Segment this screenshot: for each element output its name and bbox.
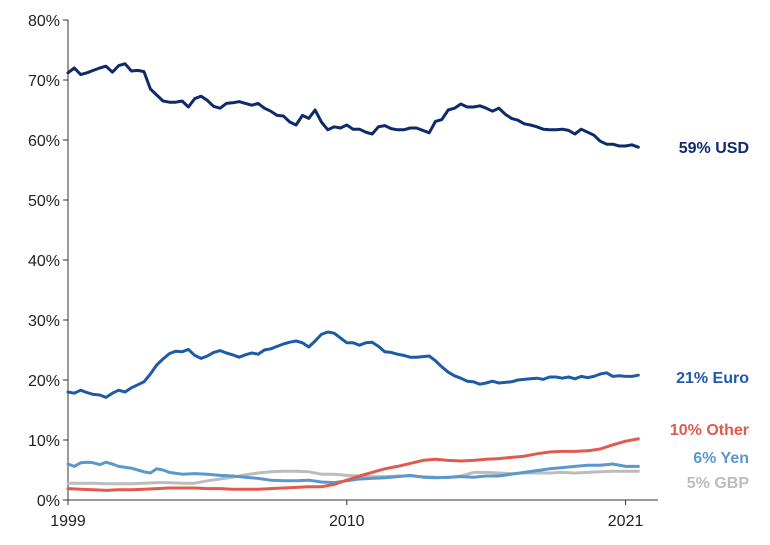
series-label-usd: 59% USD <box>679 140 749 157</box>
x-tick-label: 2021 <box>608 513 644 530</box>
y-tick-label: 10% <box>28 433 60 450</box>
axes <box>63 19 658 505</box>
x-tick-label: 1999 <box>50 513 86 530</box>
x-tick-labels: 1999 2010 2021 <box>50 513 643 530</box>
y-tick-label: 50% <box>28 193 60 210</box>
series-line-other <box>66 437 640 492</box>
x-tick-label: 2010 <box>329 513 365 530</box>
series-line-yen <box>66 460 640 485</box>
y-tick-label: 60% <box>28 133 60 150</box>
y-tick-label: 0% <box>37 493 60 510</box>
y-tick-label: 40% <box>28 253 60 270</box>
y-tick-label: 20% <box>28 373 60 390</box>
series-label-gbp: 5% GBP <box>687 475 750 492</box>
series-label-euro: 21% Euro <box>676 370 749 387</box>
series-label-yen: 6% Yen <box>693 450 749 467</box>
y-tick-labels: 0% 10% 20% 30% 40% 50% 60% 70% 80% <box>28 13 60 510</box>
series-label-other: 10% Other <box>670 422 749 439</box>
series-line-euro <box>66 330 640 399</box>
series-lines <box>66 62 640 492</box>
y-tick-label: 30% <box>28 313 60 330</box>
series-line-gbp <box>66 469 640 486</box>
series-labels: 59% USD 21% Euro 10% Other 6% Yen 5% GBP <box>670 140 749 492</box>
y-tick-label: 80% <box>28 13 60 30</box>
series-line-usd <box>66 62 640 149</box>
y-tick-label: 70% <box>28 73 60 90</box>
